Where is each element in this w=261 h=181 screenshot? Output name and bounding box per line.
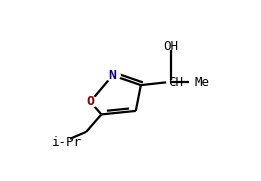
Text: O: O [86,95,94,108]
Text: N: N [109,69,116,82]
Text: i-Pr: i-Pr [52,136,82,150]
Circle shape [82,96,98,107]
Text: OH: OH [164,40,179,53]
Circle shape [105,70,120,81]
Text: Me: Me [194,76,209,89]
Text: CH: CH [168,76,183,89]
